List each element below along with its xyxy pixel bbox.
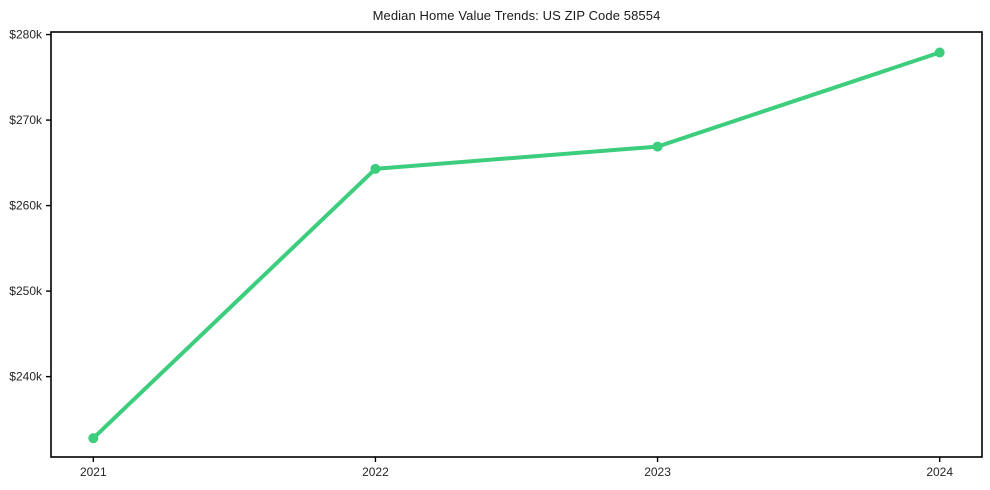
series-line — [91, 50, 942, 441]
chart-title: Median Home Value Trends: US ZIP Code 58… — [372, 8, 661, 23]
plot-border — [50, 31, 983, 458]
y-tick-label: $250k — [9, 284, 43, 298]
data-point-marker — [652, 141, 663, 152]
x-tick-label: 2021 — [80, 465, 107, 479]
data-point-marker — [934, 47, 945, 58]
y-tick-label: $280k — [9, 28, 43, 42]
y-tick-label: $240k — [9, 370, 43, 384]
x-tick-label: 2023 — [644, 465, 671, 479]
data-point-marker — [88, 433, 99, 444]
x-tick-label: 2024 — [926, 465, 953, 479]
x-tick-label: 2022 — [362, 465, 389, 479]
data-point-marker — [370, 163, 381, 174]
y-tick-label: $270k — [9, 113, 43, 127]
y-tick-label: $260k — [9, 199, 43, 213]
